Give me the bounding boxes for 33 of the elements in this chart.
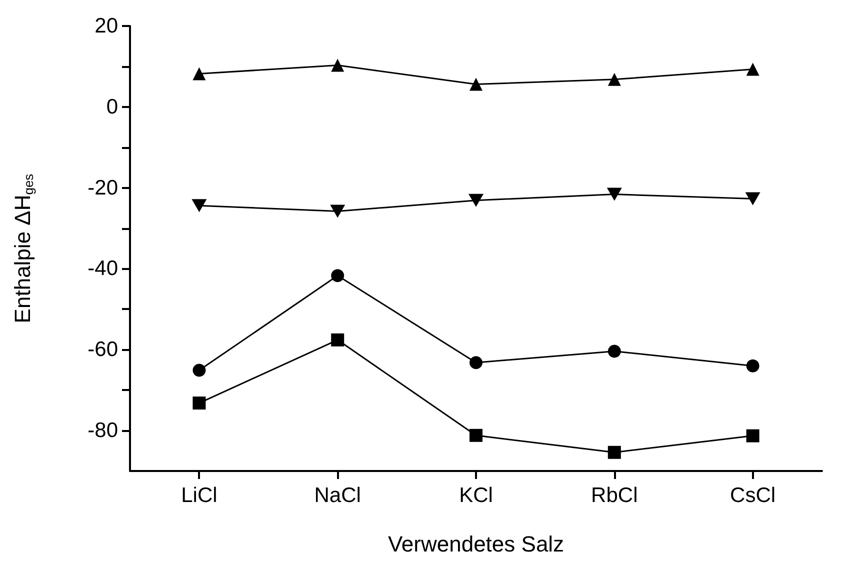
point xyxy=(746,359,760,372)
y-tick-label: 0 xyxy=(106,95,118,118)
point xyxy=(608,446,621,459)
x-tick-label: KCl xyxy=(459,484,493,507)
x-axis-title: Verwendetes Salz xyxy=(388,532,564,556)
point xyxy=(331,58,344,72)
point xyxy=(192,67,206,80)
x-tick-label: NaCl xyxy=(314,484,361,507)
y-tick-label: -60 xyxy=(88,338,118,362)
point xyxy=(468,194,484,207)
y-tick-label: -40 xyxy=(88,257,118,280)
point xyxy=(470,78,482,91)
point xyxy=(192,199,207,212)
point xyxy=(331,269,344,282)
y-axis-title: Enthalpie ΔHges xyxy=(10,173,36,324)
x-tick-label: CsCl xyxy=(730,484,776,507)
point xyxy=(192,396,206,410)
point xyxy=(746,429,760,442)
y-tick-label: 20 xyxy=(94,14,118,38)
x-tick-label: LiCl xyxy=(181,484,218,507)
point xyxy=(330,204,346,218)
point xyxy=(608,344,621,358)
point xyxy=(470,356,482,370)
y-tick-label: -80 xyxy=(88,419,118,442)
point xyxy=(608,72,621,86)
point xyxy=(746,62,760,76)
x-tick-label: RbCl xyxy=(591,484,638,507)
point xyxy=(192,364,206,377)
y-tick-label: -20 xyxy=(88,176,118,200)
point xyxy=(745,192,760,206)
point xyxy=(470,428,482,442)
point xyxy=(606,188,622,201)
point xyxy=(331,333,344,346)
